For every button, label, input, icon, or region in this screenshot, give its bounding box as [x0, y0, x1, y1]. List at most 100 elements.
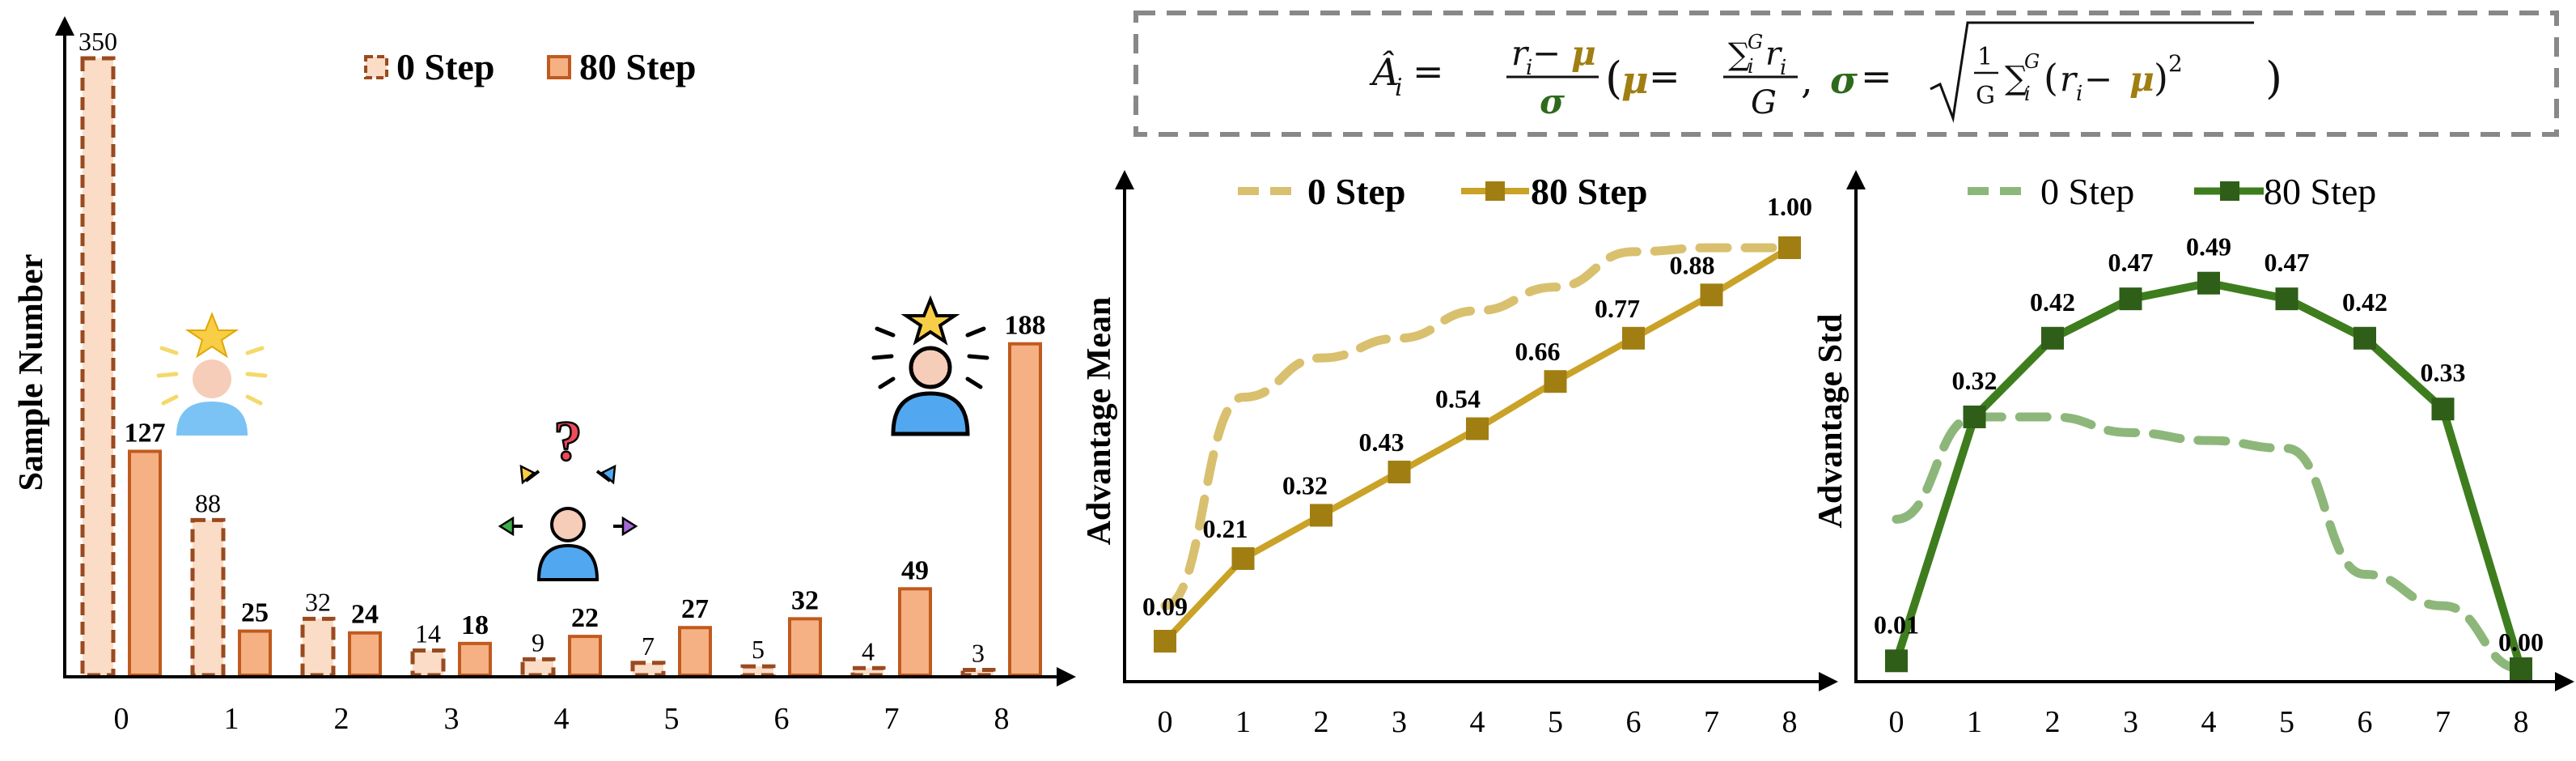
- mean-value-labels: 0.09 0.21 0.32 0.43 0.54 0.66 0.77 0.88 1.00: [1142, 192, 1812, 621]
- formula-square: 2: [2168, 50, 2183, 77]
- formula-eq-2: =: [1649, 54, 1680, 98]
- mean-x-tick-4: 4: [1470, 705, 1485, 739]
- formula-close-paren: ): [2265, 53, 2282, 104]
- formula-r-2-sub: i: [2076, 82, 2082, 106]
- std-label-1: 0.32: [1952, 366, 1998, 395]
- std-marker-6: [2354, 326, 2376, 350]
- std-x-tick-labels: 0 1 2 3 4 5 6 7 8: [1889, 705, 2529, 739]
- mean-label-1: 0.21: [1203, 514, 1248, 543]
- bar-x-tick-3: 3: [444, 702, 460, 736]
- bar-label-80-step-1: 25: [241, 598, 269, 628]
- bar-label-80-step-8: 188: [1005, 311, 1046, 341]
- bar-chart: 350 127 88 25 32 24 14 18 9 22 7 27 5 32 4 49 3 188 0 1 2 3 4…: [13, 16, 1076, 736]
- svg-text:?: ?: [554, 410, 583, 473]
- formula-comma: ,: [1801, 58, 1813, 102]
- mean-marker-2: [1310, 504, 1332, 527]
- std-x-tick-5: 5: [2279, 705, 2294, 739]
- mean-x-tick-1: 1: [1235, 705, 1251, 739]
- bar-marks: [80, 56, 1042, 678]
- formula-frac1-num: r: [1511, 33, 1530, 73]
- std-markers: [1885, 271, 2532, 680]
- bar-label-80-step-6: 32: [791, 585, 819, 615]
- formula-dashed-frame: [1133, 11, 2559, 137]
- std-label-7: 0.33: [2421, 358, 2466, 387]
- mean-series-80-step-line: [1163, 244, 1792, 644]
- bar-0-step-7: [850, 665, 886, 678]
- std-chart: 0.01 0.32 0.42 0.47 0.49 0.47 0.42 0.33 0.00 0 1 2…: [1812, 170, 2574, 739]
- std-marker-1: [1963, 405, 1986, 428]
- bar-x-tick-labels: 0 1 2 3 4 5 6 7 8: [114, 702, 1010, 736]
- bar-80-step-3: [458, 641, 492, 677]
- mean-label-2: 0.32: [1282, 470, 1328, 500]
- mean-marker-5: [1544, 370, 1567, 393]
- mean-x-tick-2: 2: [1314, 705, 1329, 739]
- bar-80-step-4: [568, 635, 602, 677]
- bar-label-0-step-2: 32: [305, 587, 331, 616]
- bar-label-0-step-0: 350: [78, 27, 117, 56]
- formula-mu-2: μ: [1621, 58, 1649, 102]
- formula-frac2-den: G: [1751, 84, 1777, 121]
- mean-marker-0: [1154, 630, 1176, 653]
- mean-label-5: 0.66: [1515, 337, 1561, 366]
- bar-x-tick-1: 1: [224, 702, 239, 736]
- formula-box: Â i = r i − μ σ ( μ = ∑ G i r i G , σ =: [1133, 11, 2559, 137]
- std-marker-7: [2431, 398, 2455, 421]
- mean-markers: [1154, 236, 1801, 653]
- bar-label-80-step-2: 24: [351, 600, 379, 630]
- mean-y-axis-title: Advantage Mean: [1081, 297, 1118, 546]
- std-label-8: 0.00: [2498, 627, 2544, 657]
- bar-x-tick-4: 4: [554, 702, 570, 736]
- std-x-tick-7: 7: [2435, 705, 2451, 739]
- std-legend-label-80: 80 Step: [2264, 171, 2376, 212]
- bar-label-80-step-3: 18: [461, 610, 489, 640]
- formula-sum-2-sup: G: [2024, 50, 2040, 73]
- std-label-6: 0.42: [2342, 287, 2387, 317]
- mean-x-tick-0: 0: [1158, 705, 1173, 739]
- bar-x-tick-7: 7: [884, 702, 900, 736]
- formula-r-sub: i: [1780, 56, 1786, 80]
- std-marker-2: [2041, 326, 2064, 350]
- formula-frac1-minus: −: [1532, 33, 1561, 73]
- mean-series-0-step-line: [1160, 243, 1794, 610]
- bar-legend-swatch-0: [364, 55, 388, 79]
- std-marker-3: [2119, 287, 2142, 311]
- mean-label-8: 1.00: [1767, 192, 1812, 221]
- mean-marker-8: [1778, 236, 1801, 259]
- bar-label-0-step-3: 14: [415, 619, 441, 648]
- formula-r-2: r: [2060, 59, 2078, 99]
- formula-mu-3: μ: [2129, 59, 2154, 99]
- person-star-left-icon: [156, 312, 268, 436]
- std-label-4: 0.49: [2186, 232, 2231, 261]
- std-legend-marker-80: [2220, 181, 2239, 201]
- bar-y-axis-title: Sample Number: [13, 254, 50, 491]
- bar-80-step-5: [678, 626, 712, 678]
- bar-label-80-step-5: 27: [681, 594, 709, 624]
- std-series-80-step-line: [1892, 278, 2525, 670]
- formula-minus-2: −: [2084, 59, 2112, 99]
- formula-sigma-1: σ: [1540, 82, 1565, 121]
- bar-x-tick-0: 0: [114, 702, 129, 736]
- bar-value-labels: 350 127 88 25 32 24 14 18 9 22 7 27 5 32 4 49 3 188: [78, 27, 1046, 667]
- formula-lhs: Â: [1369, 49, 1399, 94]
- bar-0-step-8: [960, 667, 996, 678]
- std-y-axis-title: Advantage Std: [1812, 314, 1849, 529]
- std-x-tick-6: 6: [2358, 705, 2373, 739]
- mean-x-tick-3: 3: [1392, 705, 1407, 739]
- mean-label-7: 0.88: [1670, 250, 1715, 279]
- bar-x-tick-8: 8: [994, 702, 1010, 736]
- bar-legend-label-0: 0 Step: [396, 46, 494, 87]
- std-legend-label-0: 0 Step: [2040, 171, 2134, 212]
- formula-sum-1: ∑: [1728, 36, 1750, 72]
- bar-80-step-8: [1008, 342, 1042, 677]
- bar-legend: 0 Step 80 Step: [364, 46, 696, 87]
- std-label-2: 0.42: [2030, 287, 2075, 317]
- bar-0-step-4: [520, 657, 556, 678]
- std-label-5: 0.47: [2265, 248, 2310, 277]
- std-marker-4: [2197, 271, 2220, 295]
- bar-x-tick-2: 2: [334, 702, 350, 736]
- mean-x-tick-7: 7: [1704, 705, 1719, 739]
- formula-sum-2-sub: i: [2024, 83, 2031, 105]
- std-x-tick-0: 0: [1889, 705, 1904, 739]
- mean-legend-label-80: 80 Step: [1531, 171, 1647, 212]
